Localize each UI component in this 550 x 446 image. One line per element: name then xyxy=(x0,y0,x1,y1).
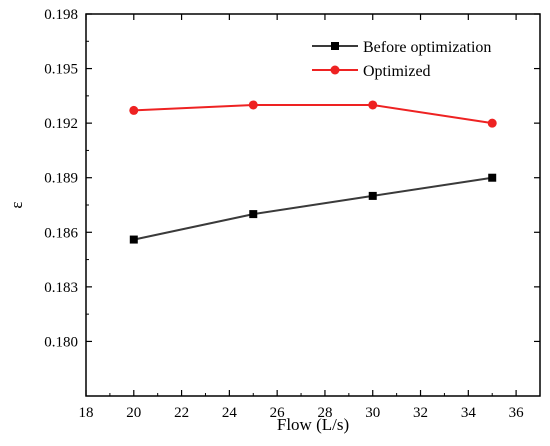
series-line-1 xyxy=(133,104,493,125)
y-tick-label: 0.192 xyxy=(44,116,78,132)
series-line-0 xyxy=(133,176,493,241)
legend-marker xyxy=(331,42,339,50)
x-tick-label: 24 xyxy=(222,405,238,421)
x-tick-label: 30 xyxy=(365,405,380,421)
x-tick-label: 18 xyxy=(79,405,94,421)
data-point xyxy=(129,235,138,244)
x-tick-label: 36 xyxy=(509,405,525,421)
y-axis-title: ε xyxy=(7,201,26,208)
y-tick-label: 0.186 xyxy=(44,225,78,241)
data-point xyxy=(129,105,139,115)
data-point xyxy=(249,210,258,219)
data-point xyxy=(488,173,497,182)
legend-marker xyxy=(330,65,340,75)
legend-label: Before optimization xyxy=(363,39,491,56)
data-point xyxy=(368,191,377,200)
y-axis-ticks: 0.180 0.183 0.186 0.189 0.192 0.195 0.198 xyxy=(44,7,540,350)
data-point xyxy=(248,100,258,110)
legend: Before optimization Optimized xyxy=(312,39,491,80)
y-tick-label: 0.180 xyxy=(44,334,78,350)
y-tick-label: 0.198 xyxy=(44,7,78,23)
x-axis-ticks: 18 20 22 24 26 28 30 32 34 36 xyxy=(79,14,525,421)
data-point xyxy=(487,118,497,128)
series-layer xyxy=(129,100,497,244)
y-tick-label: 0.183 xyxy=(44,280,78,296)
x-tick-label: 32 xyxy=(413,405,428,421)
x-tick-label: 22 xyxy=(174,405,189,421)
x-tick-label: 34 xyxy=(461,405,477,421)
x-axis-title: Flow (L/s) xyxy=(277,415,349,434)
data-point xyxy=(368,100,378,110)
y-tick-label: 0.195 xyxy=(44,62,78,78)
legend-label: Optimized xyxy=(363,63,431,80)
y-tick-label: 0.189 xyxy=(44,171,78,187)
x-tick-label: 28 xyxy=(317,405,332,421)
x-tick-label: 20 xyxy=(126,405,141,421)
x-tick-label: 26 xyxy=(270,405,286,421)
